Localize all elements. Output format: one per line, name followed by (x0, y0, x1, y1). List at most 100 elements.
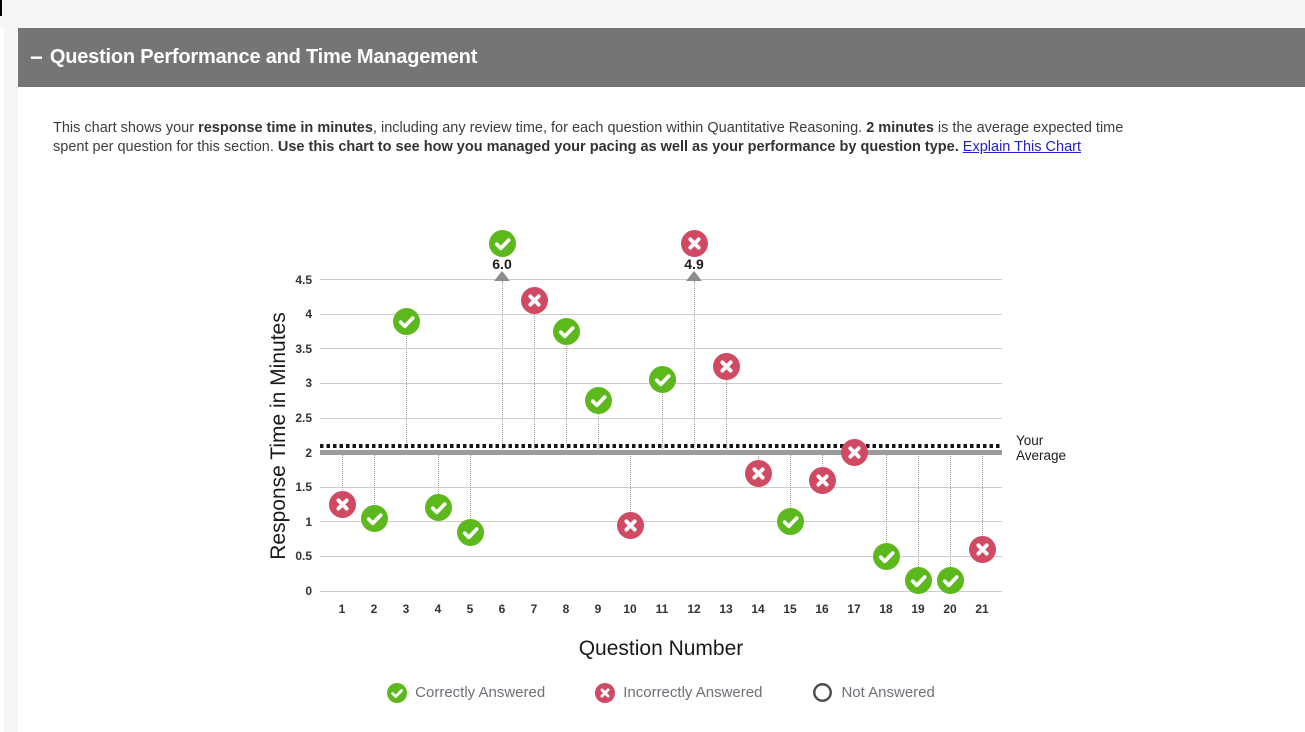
leader-line (629, 452, 631, 526)
x-tick-label: 20 (943, 602, 957, 616)
x-tick-label: 5 (466, 602, 474, 616)
leader-line (341, 452, 343, 505)
legend-check-circle-icon (387, 682, 408, 703)
description-bold-response-time: response time in minutes (198, 120, 373, 136)
marker-q10-incorrect[interactable] (616, 511, 644, 544)
x-tick-label: 7 (530, 602, 538, 616)
x-tick-label: 18 (879, 602, 893, 616)
gridline (320, 590, 1002, 592)
x-tick-label: 1 (338, 602, 346, 616)
y-tick-label: 2.5 (295, 411, 312, 425)
x-circle-icon (808, 466, 836, 494)
check-circle-icon (488, 229, 516, 257)
leader-line (405, 321, 407, 453)
check-circle-icon (776, 508, 804, 536)
x-tick-label: 15 (783, 602, 797, 616)
expected-time-line (320, 450, 1002, 456)
legend-label: Not Answered (841, 684, 935, 701)
leader-line (437, 452, 439, 508)
check-circle-icon (552, 318, 580, 345)
legend-item-correct: Correctly Answered (387, 682, 546, 703)
leader-line (597, 400, 599, 453)
section-title: Question Performance and Time Management (49, 46, 478, 68)
explain-chart-link[interactable]: Explain This Chart (962, 139, 1081, 155)
marker-q16-incorrect[interactable] (808, 466, 836, 499)
marker-q17-incorrect[interactable] (840, 439, 868, 471)
leader-line (373, 452, 375, 519)
collapse-section-icon[interactable]: − (30, 44, 43, 70)
marker-q13-incorrect[interactable] (712, 352, 740, 385)
x-tick-label: 21 (975, 602, 989, 616)
description-bold-pacing: Use this chart to see how you managed yo… (277, 139, 959, 155)
marker-q11-correct[interactable] (648, 366, 676, 398)
check-circle-icon (936, 567, 964, 595)
x-tick-label: 11 (655, 602, 669, 616)
marker-q1-incorrect[interactable] (328, 491, 356, 523)
leader-line (469, 452, 471, 533)
y-tick-label: 4.5 (295, 272, 312, 287)
marker-q6-correct[interactable] (488, 229, 516, 262)
gridline (320, 521, 1002, 523)
x-tick-label: 6 (498, 602, 506, 616)
leader-line (821, 452, 823, 481)
x-circle-icon (328, 491, 356, 518)
marker-q20-correct[interactable] (936, 567, 964, 599)
section-header[interactable]: − Question Performance and Time Manageme… (18, 28, 1305, 87)
x-tick-label: 4 (434, 602, 442, 616)
marker-q15-correct[interactable] (776, 508, 804, 540)
gridline (320, 417, 1002, 419)
gridline (320, 279, 1002, 281)
marker-q12-incorrect[interactable] (680, 229, 708, 262)
x-tick-label: 19 (911, 602, 925, 616)
description-text: spent per question for this section. (53, 139, 278, 155)
page-background-gutter (4, 28, 18, 732)
overflow-arrow-icon (686, 271, 702, 281)
y-tick-label: 0 (305, 584, 312, 598)
marker-q4-correct[interactable] (424, 494, 452, 526)
x-circle-icon (840, 439, 868, 467)
x-circle-icon (616, 511, 644, 539)
y-tick-label: 0.5 (295, 549, 312, 564)
marker-q3-correct[interactable] (392, 307, 420, 340)
marker-q18-correct[interactable] (872, 542, 900, 575)
legend-x-circle-icon (595, 682, 616, 703)
marker-q21-incorrect[interactable] (968, 535, 996, 568)
x-circle-icon (680, 229, 708, 257)
check-circle-icon (424, 494, 452, 522)
y-tick-label: 1 (305, 514, 312, 529)
leader-line (661, 379, 663, 453)
overflow-value-label: 6.0 (492, 256, 512, 272)
x-axis-title: Question Number (578, 637, 744, 660)
x-circle-icon (968, 535, 996, 563)
check-circle-icon (648, 366, 676, 394)
marker-q19-correct[interactable] (904, 567, 932, 599)
x-tick-label: 9 (594, 602, 602, 616)
your-average-line (320, 443, 1002, 448)
marker-q2-correct[interactable] (360, 504, 388, 537)
x-tick-label: 3 (402, 602, 410, 616)
gridline (320, 348, 1002, 350)
description-text: , including any review time, for each qu… (372, 120, 867, 136)
legend-item-not_answered: Not Answered (812, 682, 935, 703)
marker-q9-correct[interactable] (584, 387, 612, 419)
x-tick-label: 2 (370, 602, 378, 616)
leader-line (885, 452, 887, 557)
overflow-value-label: 4.9 (684, 256, 704, 272)
marker-q8-correct[interactable] (552, 318, 580, 350)
marker-q14-incorrect[interactable] (744, 459, 772, 492)
leader-line (789, 452, 791, 522)
legend-label: Correctly Answered (415, 684, 546, 701)
legend-open-circle-icon (813, 683, 833, 702)
leader-line (917, 452, 919, 581)
marker-q7-incorrect[interactable] (520, 286, 548, 319)
y-tick-label: 3 (305, 376, 312, 391)
marker-q5-correct[interactable] (456, 518, 484, 551)
check-circle-icon (456, 518, 484, 546)
check-circle-icon (584, 387, 612, 415)
x-tick-label: 13 (719, 602, 733, 616)
check-circle-icon (392, 307, 420, 335)
overflow-arrow-icon (494, 271, 510, 281)
x-tick-label: 16 (815, 602, 829, 616)
